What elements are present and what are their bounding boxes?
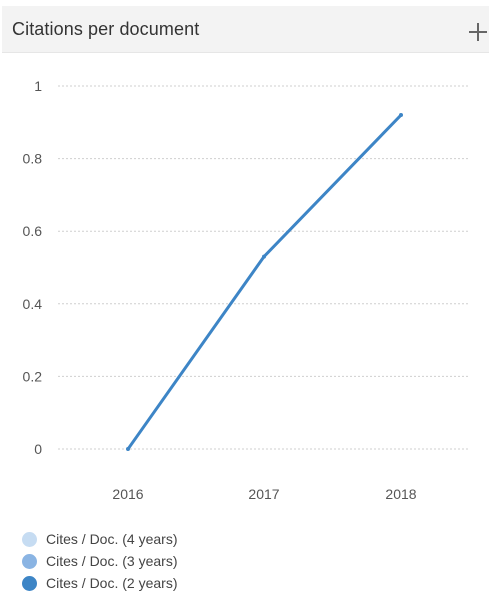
legend-item-3-years[interactable]: Cites / Doc. (3 years) bbox=[22, 550, 177, 572]
legend-label-4-years: Cites / Doc. (4 years) bbox=[46, 531, 178, 547]
line-chart: 0 0.2 0.4 0.6 0.8 1 2016 2017 2018 bbox=[23, 78, 470, 502]
card-title: Citations per document bbox=[12, 19, 200, 39]
x-tick-label: 2016 bbox=[112, 486, 143, 502]
legend-swatch-2-years bbox=[22, 575, 37, 591]
y-tick-label: 0.8 bbox=[23, 151, 43, 167]
y-tick-label: 0.2 bbox=[23, 368, 43, 384]
y-tick-label: 1 bbox=[34, 78, 42, 94]
y-tick-label: 0 bbox=[34, 441, 42, 457]
legend-swatch-4-years bbox=[22, 531, 37, 547]
y-tick-label: 0.4 bbox=[23, 296, 43, 312]
plus-icon[interactable] bbox=[469, 23, 487, 41]
data-point[interactable] bbox=[399, 113, 403, 118]
legend-item-4-years[interactable]: Cites / Doc. (4 years) bbox=[22, 528, 177, 550]
x-tick-label: 2017 bbox=[248, 486, 279, 502]
x-tick-label: 2018 bbox=[385, 486, 416, 502]
card-header: Citations per document bbox=[2, 6, 489, 53]
legend-label-3-years: Cites / Doc. (3 years) bbox=[46, 553, 178, 569]
data-point[interactable] bbox=[262, 254, 266, 259]
legend-item-2-years[interactable]: Cites / Doc. (2 years) bbox=[22, 572, 177, 594]
data-point[interactable] bbox=[126, 447, 130, 451]
y-tick-label: 0.6 bbox=[23, 223, 43, 239]
legend-swatch-3-years bbox=[22, 553, 37, 569]
series-line[interactable] bbox=[126, 113, 403, 451]
legend: Cites / Doc. (4 years) Cites / Doc. (3 y… bbox=[22, 528, 177, 594]
legend-label-2-years: Cites / Doc. (2 years) bbox=[46, 575, 178, 591]
